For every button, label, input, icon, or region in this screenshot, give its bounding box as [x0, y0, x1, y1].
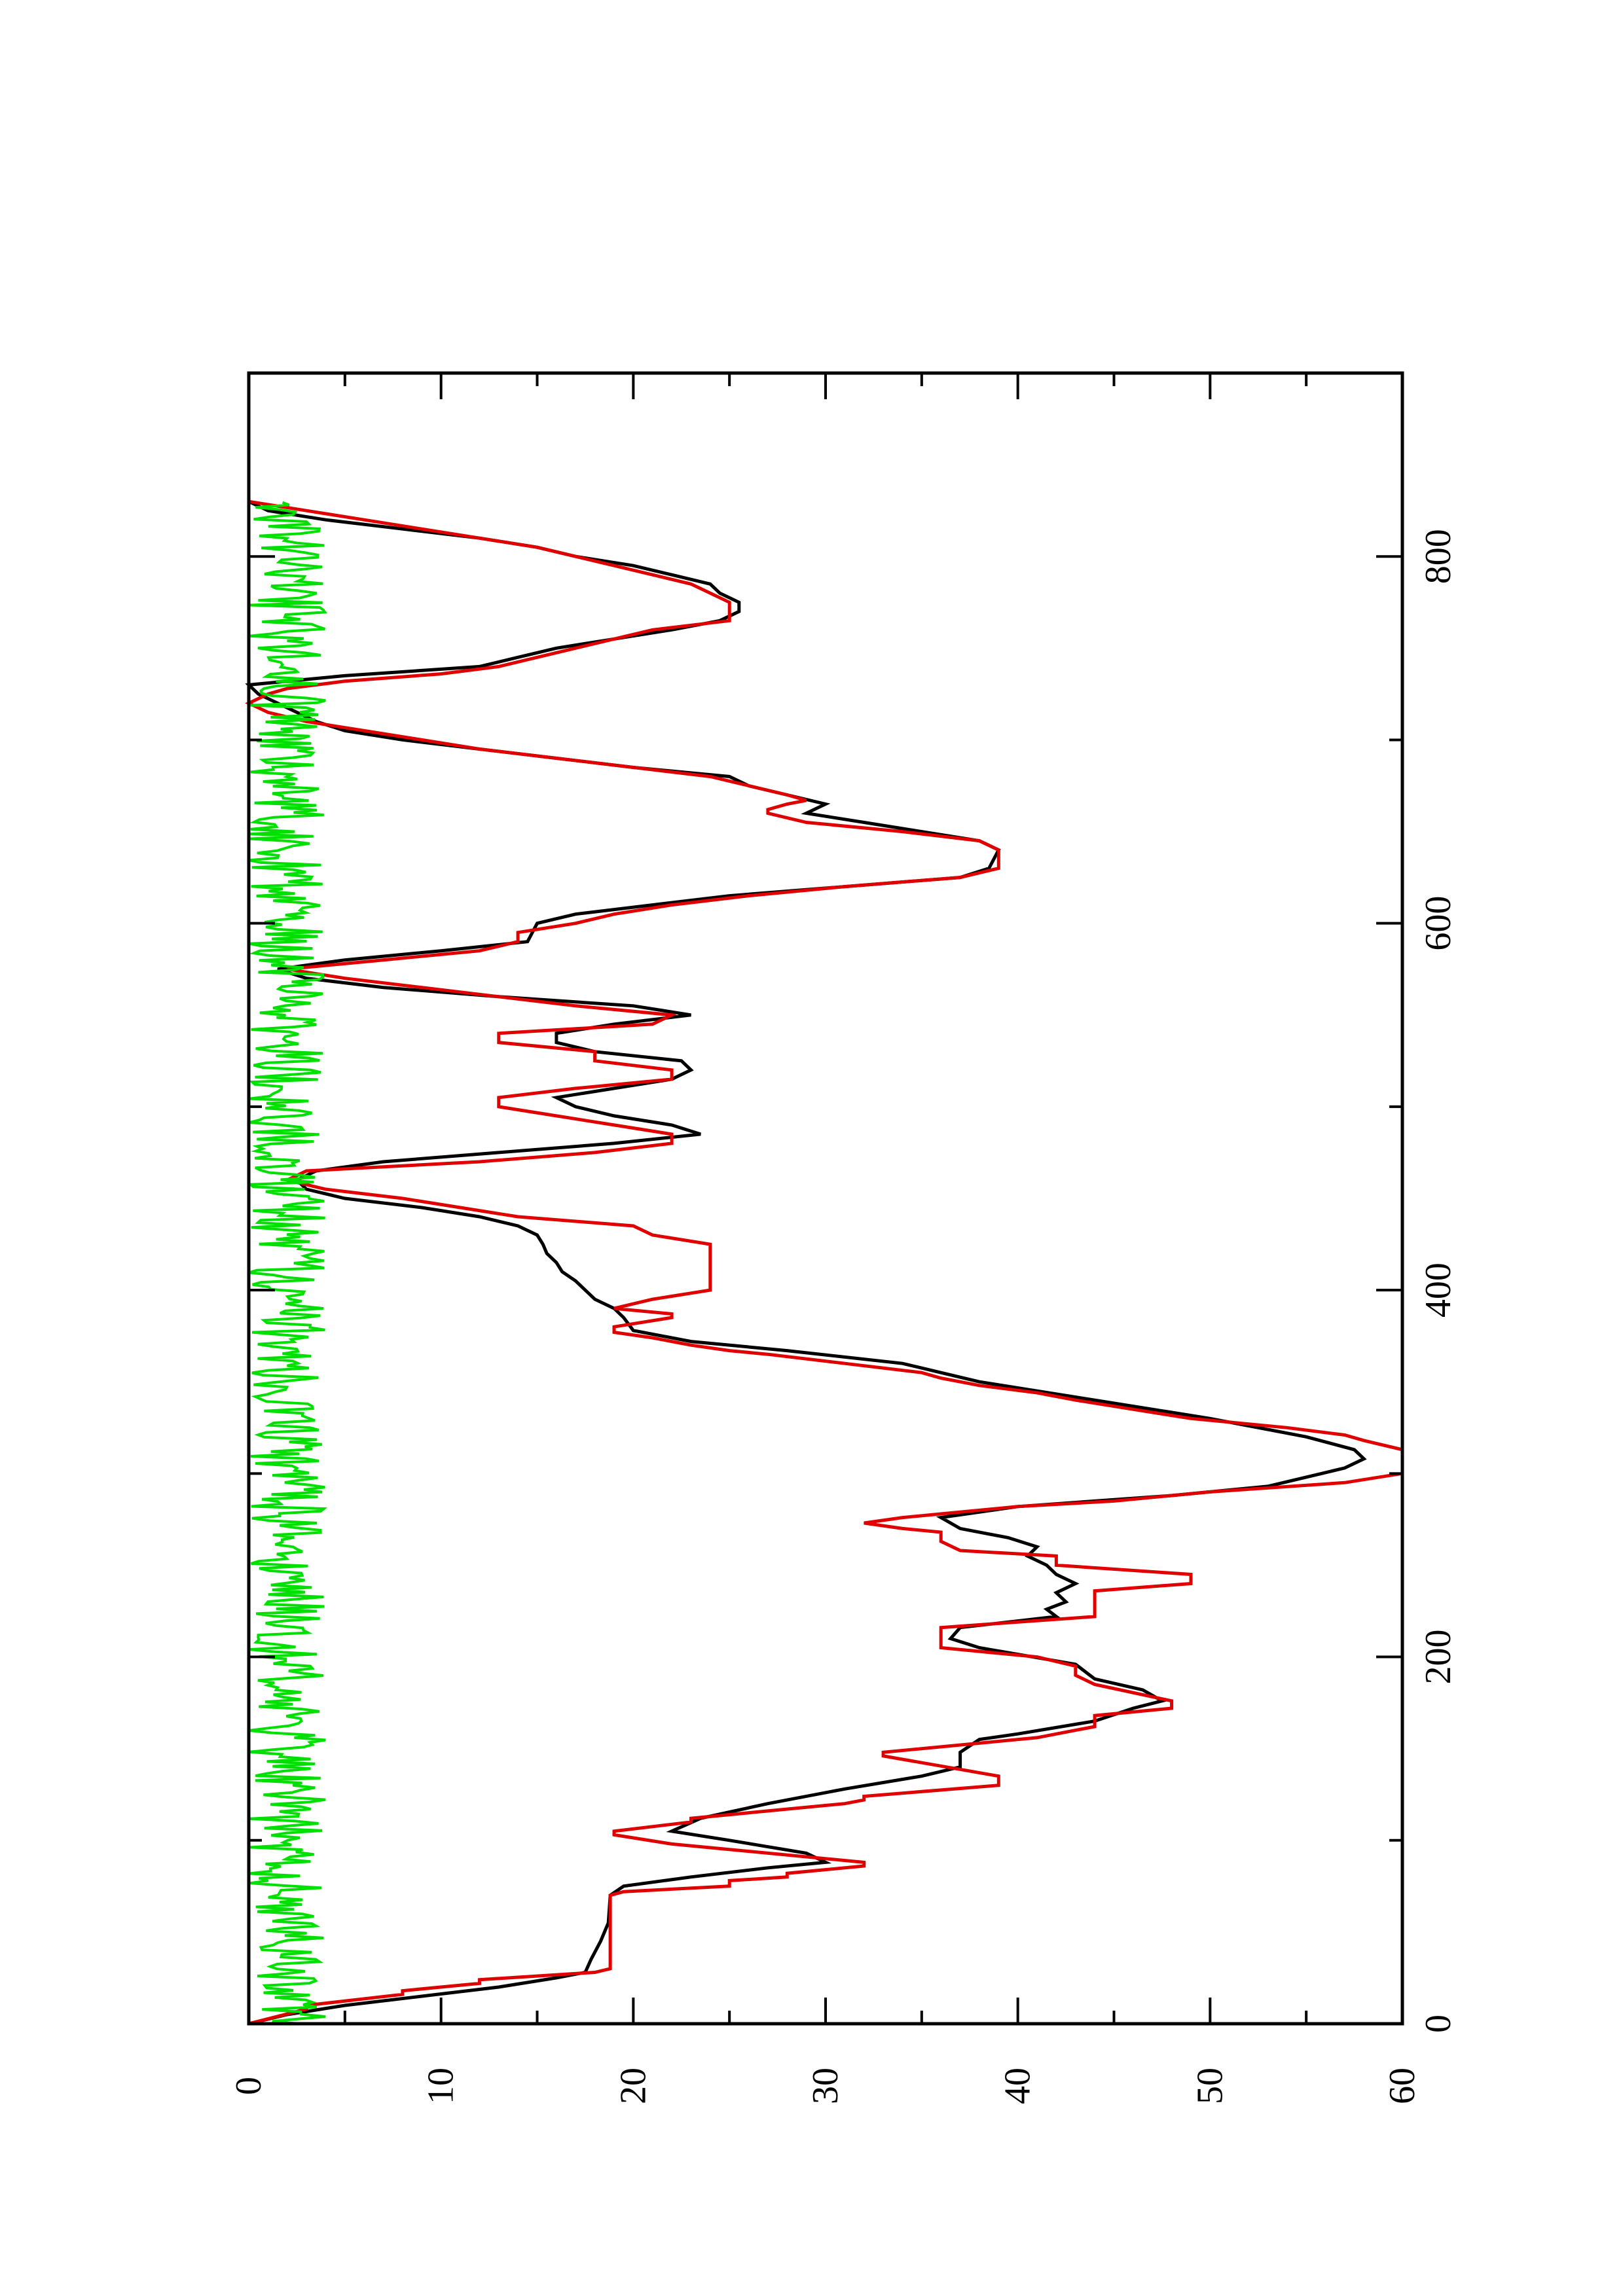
y-tick-label: 30 — [805, 2068, 846, 2104]
series-line-1 — [245, 499, 1404, 2026]
x-tick-label: 400 — [1418, 1263, 1459, 1318]
y-tick-label: 0 — [228, 2077, 269, 2095]
series-line-2 — [247, 501, 328, 2025]
y-tick-label: 60 — [1382, 2068, 1423, 2104]
series-layer — [245, 499, 1404, 2026]
x-tick-label: 800 — [1418, 529, 1459, 584]
series-line-0 — [245, 499, 1367, 2026]
x-tick-label: 0 — [1418, 2015, 1459, 2033]
y-tick-label: 40 — [998, 2068, 1038, 2104]
y-tick-label: 50 — [1190, 2068, 1230, 2104]
y-tick-label: 20 — [613, 2068, 653, 2104]
ticks-layer — [247, 373, 1404, 2025]
y-tick-label: 10 — [421, 2068, 462, 2104]
x-tick-label: 200 — [1418, 1630, 1459, 1685]
x-tick-label: 600 — [1418, 896, 1459, 951]
labels-layer: 0 200 400 600 800 0 10 20 30 40 50 60 — [228, 529, 1459, 2104]
